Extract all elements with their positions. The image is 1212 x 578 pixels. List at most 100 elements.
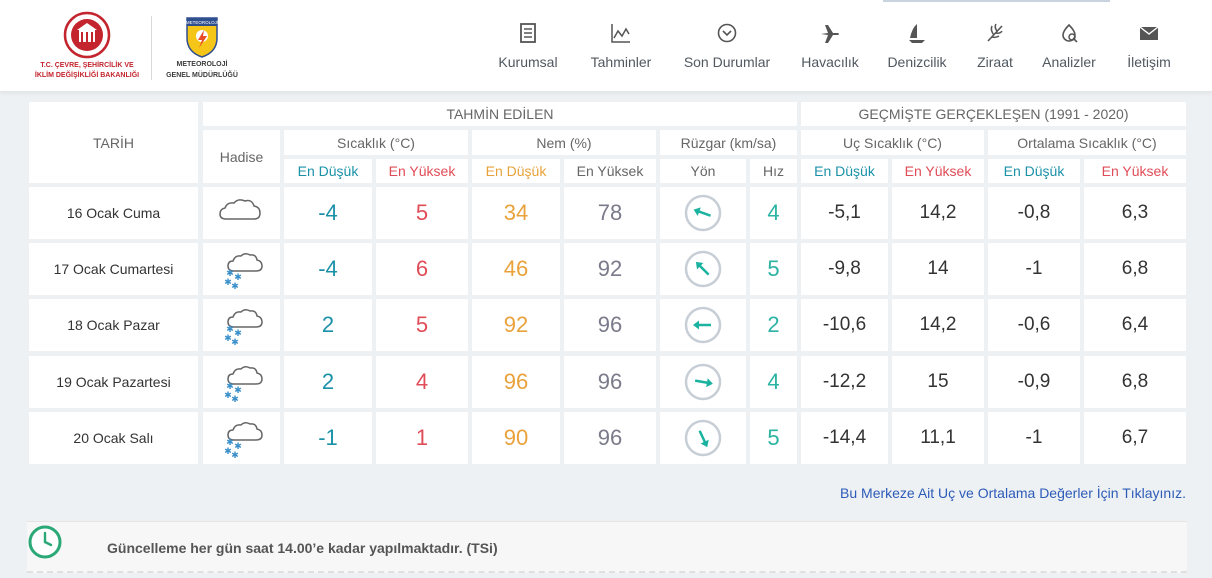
mgm-name-line1: METEOROLOJİ: [176, 61, 228, 68]
row-hum-low: 34: [472, 187, 560, 239]
avg-low-value: -0,8: [1017, 202, 1051, 223]
row-event: ✱ ✱ ✱ ✱: [203, 243, 280, 295]
row-temp-low: 2: [284, 356, 372, 408]
header-event: Hadise: [203, 130, 280, 183]
snowflake-mark: ✱: [226, 381, 234, 391]
row-ext-low: -14,4: [801, 412, 888, 464]
row-ext-low: -5,1: [801, 187, 888, 239]
snow-icon: ✱ ✱✱ ✱: [224, 365, 263, 402]
row-avg-low: -1: [988, 412, 1080, 464]
logo-divider: [151, 16, 152, 80]
row-temp-high: 4: [376, 356, 468, 408]
header-humidity-label: Nem (%): [536, 134, 592, 151]
mgm-emblem-icon: METEOROLOJİ: [186, 17, 218, 58]
temp-low-value: 2: [321, 312, 335, 337]
ext-high-value: 15: [927, 371, 949, 392]
nav-ziraat[interactable]: Ziraat: [972, 20, 1018, 76]
row-wind-speed: 4: [750, 356, 797, 408]
ministry-name-line1: T.C. ÇEVRE, ŞEHİRCİLİK VE: [40, 62, 134, 69]
wind-arrow: [693, 207, 711, 217]
subheader-wind-speed: Hız: [750, 159, 797, 183]
avg-high-value: 6,8: [1121, 258, 1149, 279]
snowflake-mark: ✱: [231, 394, 239, 402]
nav-label: Denizcilik: [887, 54, 947, 70]
subheader-label: En Yüksek: [1101, 163, 1169, 179]
nav-label: İletişim: [1127, 54, 1171, 70]
wind-direction-icon: [684, 250, 722, 288]
row-hum-high: 92: [564, 243, 656, 295]
nav-label: Havacılık: [801, 54, 859, 70]
snowflake-mark: ✱: [234, 385, 242, 395]
row-hum-low: 90: [472, 412, 560, 464]
row-temp-high: 1: [376, 412, 468, 464]
site-header: T.C. ÇEVRE, ŞEHİRCİLİK VE İKLİM DEĞİŞİKL…: [0, 0, 1212, 92]
nav-denizcilik[interactable]: Denizcilik: [883, 20, 951, 76]
avg-low-value: -0,6: [1017, 314, 1051, 335]
subheader-ext-low: En Düşük: [801, 159, 888, 183]
update-notice-text: Güncelleme her gün saat 14.00’e kadar ya…: [107, 540, 498, 556]
subheader-temp-high: En Yüksek: [376, 159, 468, 183]
station-averages-link[interactable]: Bu Merkeze Ait Uç ve Ortalama Değerler İ…: [840, 485, 1186, 501]
ext-high-value: 14: [927, 258, 949, 279]
hum-high-value: 96: [597, 369, 623, 394]
ministry-logo[interactable]: T.C. ÇEVRE, ŞEHİRCİLİK VE İKLİM DEĞİŞİKL…: [22, 10, 152, 85]
subheader-label: En Yüksek: [576, 163, 644, 179]
date-label: 17 Ocak Cumartesi: [53, 261, 174, 277]
nav-tahminler[interactable]: Tahminler: [584, 20, 658, 76]
nav-kurumsal[interactable]: Kurumsal: [494, 20, 562, 76]
temp-low-value: -4: [318, 256, 338, 281]
ext-low-value: -14,4: [822, 427, 867, 448]
leaf-icon: [987, 23, 1003, 42]
header-temperature-label: Sıcaklık (°C): [337, 134, 415, 151]
temp-high-value: 5: [415, 200, 429, 225]
subheader-label: Yön: [690, 163, 716, 179]
row-date: 16 Ocak Cuma: [29, 187, 198, 239]
nav-iletisim[interactable]: İletişim: [1120, 20, 1178, 76]
temp-low-value: 2: [321, 369, 335, 394]
header-average-temp-label: Ortalama Sıcaklık (°C): [1017, 134, 1157, 151]
snowflake-mark: ✱: [226, 437, 234, 447]
subheader-label: En Yüksek: [388, 163, 456, 179]
subheader-avg-high: En Yüksek: [1084, 159, 1186, 183]
mgm-logo[interactable]: METEOROLOJİ METEOROLOJİ GENEL MÜDÜRLÜĞÜ: [160, 14, 244, 86]
subheader-label: Hız: [763, 163, 784, 179]
snowflake-mark: ✱: [234, 272, 242, 282]
header-temperature: Sıcaklık (°C): [284, 130, 468, 155]
row-hum-low: 46: [472, 243, 560, 295]
row-wind-direction: [660, 243, 746, 295]
airplane-icon: [821, 25, 839, 43]
row-wind-speed: 4: [750, 187, 797, 239]
nav-analizler[interactable]: Analizler: [1038, 20, 1100, 76]
nav-havacilik[interactable]: Havacılık: [797, 20, 863, 76]
temp-low-value: -1: [318, 425, 338, 450]
snow-icon: ✱ ✱✱ ✱: [224, 252, 263, 289]
nav-label: Kurumsal: [498, 54, 558, 70]
temp-high-value: 6: [415, 256, 429, 281]
cloudy-icon: [218, 199, 261, 220]
envelope-icon: [1139, 26, 1159, 40]
nav-label: Tahminler: [590, 54, 652, 70]
ext-high-value: 11,1: [920, 427, 956, 448]
row-temp-high: 5: [376, 187, 468, 239]
row-avg-high: 6,7: [1084, 412, 1186, 464]
clock-icon: [28, 525, 62, 559]
header-history-label: GEÇMİŞTE GERÇEKLEŞEN (1991 - 2020): [858, 106, 1129, 122]
row-temp-high: 6: [376, 243, 468, 295]
hum-high-value: 78: [597, 200, 623, 225]
avg-low-value: -1: [1025, 427, 1043, 448]
hum-low-value: 96: [503, 369, 529, 394]
header-extreme-temp-label: Uç Sıcaklık (°C): [843, 134, 942, 151]
nav-label: Ziraat: [977, 54, 1013, 70]
nav-son-durumlar[interactable]: Son Durumlar: [678, 20, 776, 76]
row-date: 19 Ocak Pazartesi: [29, 356, 198, 408]
row-hum-high: 96: [564, 299, 656, 351]
header-date-label: TARİH: [93, 134, 134, 151]
row-avg-high: 6,8: [1084, 356, 1186, 408]
hum-low-value: 92: [503, 312, 529, 337]
row-hum-high: 96: [564, 356, 656, 408]
subheader-wind-direction: Yön: [660, 159, 746, 183]
row-hum-high: 96: [564, 412, 656, 464]
row-wind-speed: 2: [750, 299, 797, 351]
ministry-name-line2: İKLİM DEĞİŞİKLİĞİ BAKANLIĞI: [34, 72, 140, 79]
ext-high-value: 14,2: [919, 314, 957, 335]
